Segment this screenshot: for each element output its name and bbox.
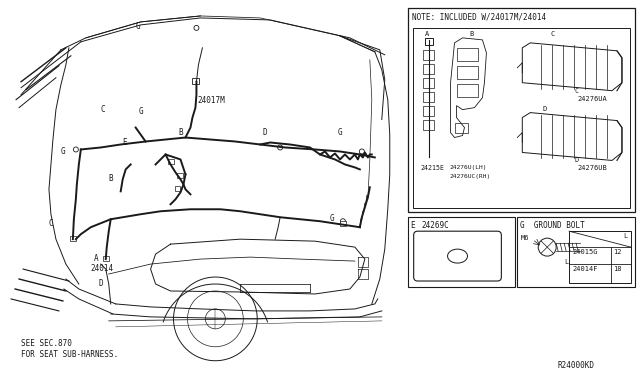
Text: 24014F: 24014F — [572, 266, 598, 272]
Bar — [340, 221, 346, 226]
Bar — [422, 64, 434, 74]
Text: D: D — [99, 279, 104, 288]
Text: 24015G: 24015G — [572, 249, 598, 255]
Bar — [177, 173, 184, 179]
Text: G: G — [338, 128, 342, 137]
Circle shape — [340, 219, 346, 224]
Circle shape — [74, 147, 78, 152]
Circle shape — [194, 25, 199, 31]
Text: M6: M6 — [520, 235, 529, 241]
Bar — [424, 38, 433, 45]
Bar — [408, 217, 515, 287]
Circle shape — [278, 145, 283, 150]
Text: R24000KD: R24000KD — [557, 361, 594, 370]
Text: A: A — [424, 31, 429, 37]
Text: L: L — [623, 233, 627, 239]
Text: 24276UA: 24276UA — [577, 96, 607, 102]
Text: L: L — [564, 259, 568, 265]
Bar — [193, 78, 200, 84]
Text: G: G — [139, 107, 143, 116]
Text: E: E — [411, 221, 415, 230]
Bar — [103, 256, 109, 261]
Bar — [456, 48, 479, 61]
Text: E: E — [123, 138, 127, 147]
Text: SEE SEC.870: SEE SEC.870 — [21, 339, 72, 348]
Bar — [422, 119, 434, 129]
Text: A: A — [94, 254, 99, 263]
Bar — [422, 92, 434, 102]
Text: G  GROUND BOLT: G GROUND BOLT — [520, 221, 585, 230]
Bar — [413, 28, 630, 208]
Bar — [456, 84, 479, 97]
Bar — [422, 106, 434, 116]
Bar — [168, 160, 173, 164]
Text: C: C — [100, 105, 106, 113]
Bar — [517, 217, 635, 287]
Bar — [422, 78, 434, 88]
Text: B: B — [179, 128, 183, 137]
Text: G: G — [136, 22, 140, 31]
Bar — [408, 8, 635, 212]
Text: 18: 18 — [613, 266, 621, 272]
Bar — [422, 50, 434, 60]
Text: 24276UC(RH): 24276UC(RH) — [449, 174, 491, 179]
Text: B: B — [470, 31, 474, 37]
Text: NOTE: INCLUDED W/24017M/24014: NOTE: INCLUDED W/24017M/24014 — [412, 13, 546, 22]
Text: D: D — [542, 106, 547, 112]
Text: G: G — [330, 214, 335, 223]
Bar — [569, 231, 631, 283]
Text: FOR SEAT SUB-HARNESS.: FOR SEAT SUB-HARNESS. — [21, 350, 118, 359]
Text: 24269C: 24269C — [422, 221, 449, 230]
Circle shape — [360, 149, 364, 154]
Text: D: D — [262, 128, 267, 137]
Text: C: C — [49, 219, 54, 228]
Text: C: C — [574, 88, 578, 94]
Text: 12: 12 — [613, 249, 621, 255]
Bar — [454, 122, 468, 132]
Text: B: B — [109, 174, 113, 183]
Text: 24215E: 24215E — [420, 166, 445, 171]
Text: G: G — [61, 147, 65, 157]
Text: 24276UB: 24276UB — [577, 166, 607, 171]
Bar — [456, 66, 479, 79]
Text: C: C — [550, 31, 554, 37]
Text: 24014: 24014 — [91, 264, 114, 273]
Text: 24276U(LH): 24276U(LH) — [449, 166, 487, 170]
Bar — [70, 236, 76, 241]
Text: 24017M: 24017M — [197, 96, 225, 105]
Bar — [175, 186, 180, 191]
Text: D: D — [574, 157, 578, 163]
